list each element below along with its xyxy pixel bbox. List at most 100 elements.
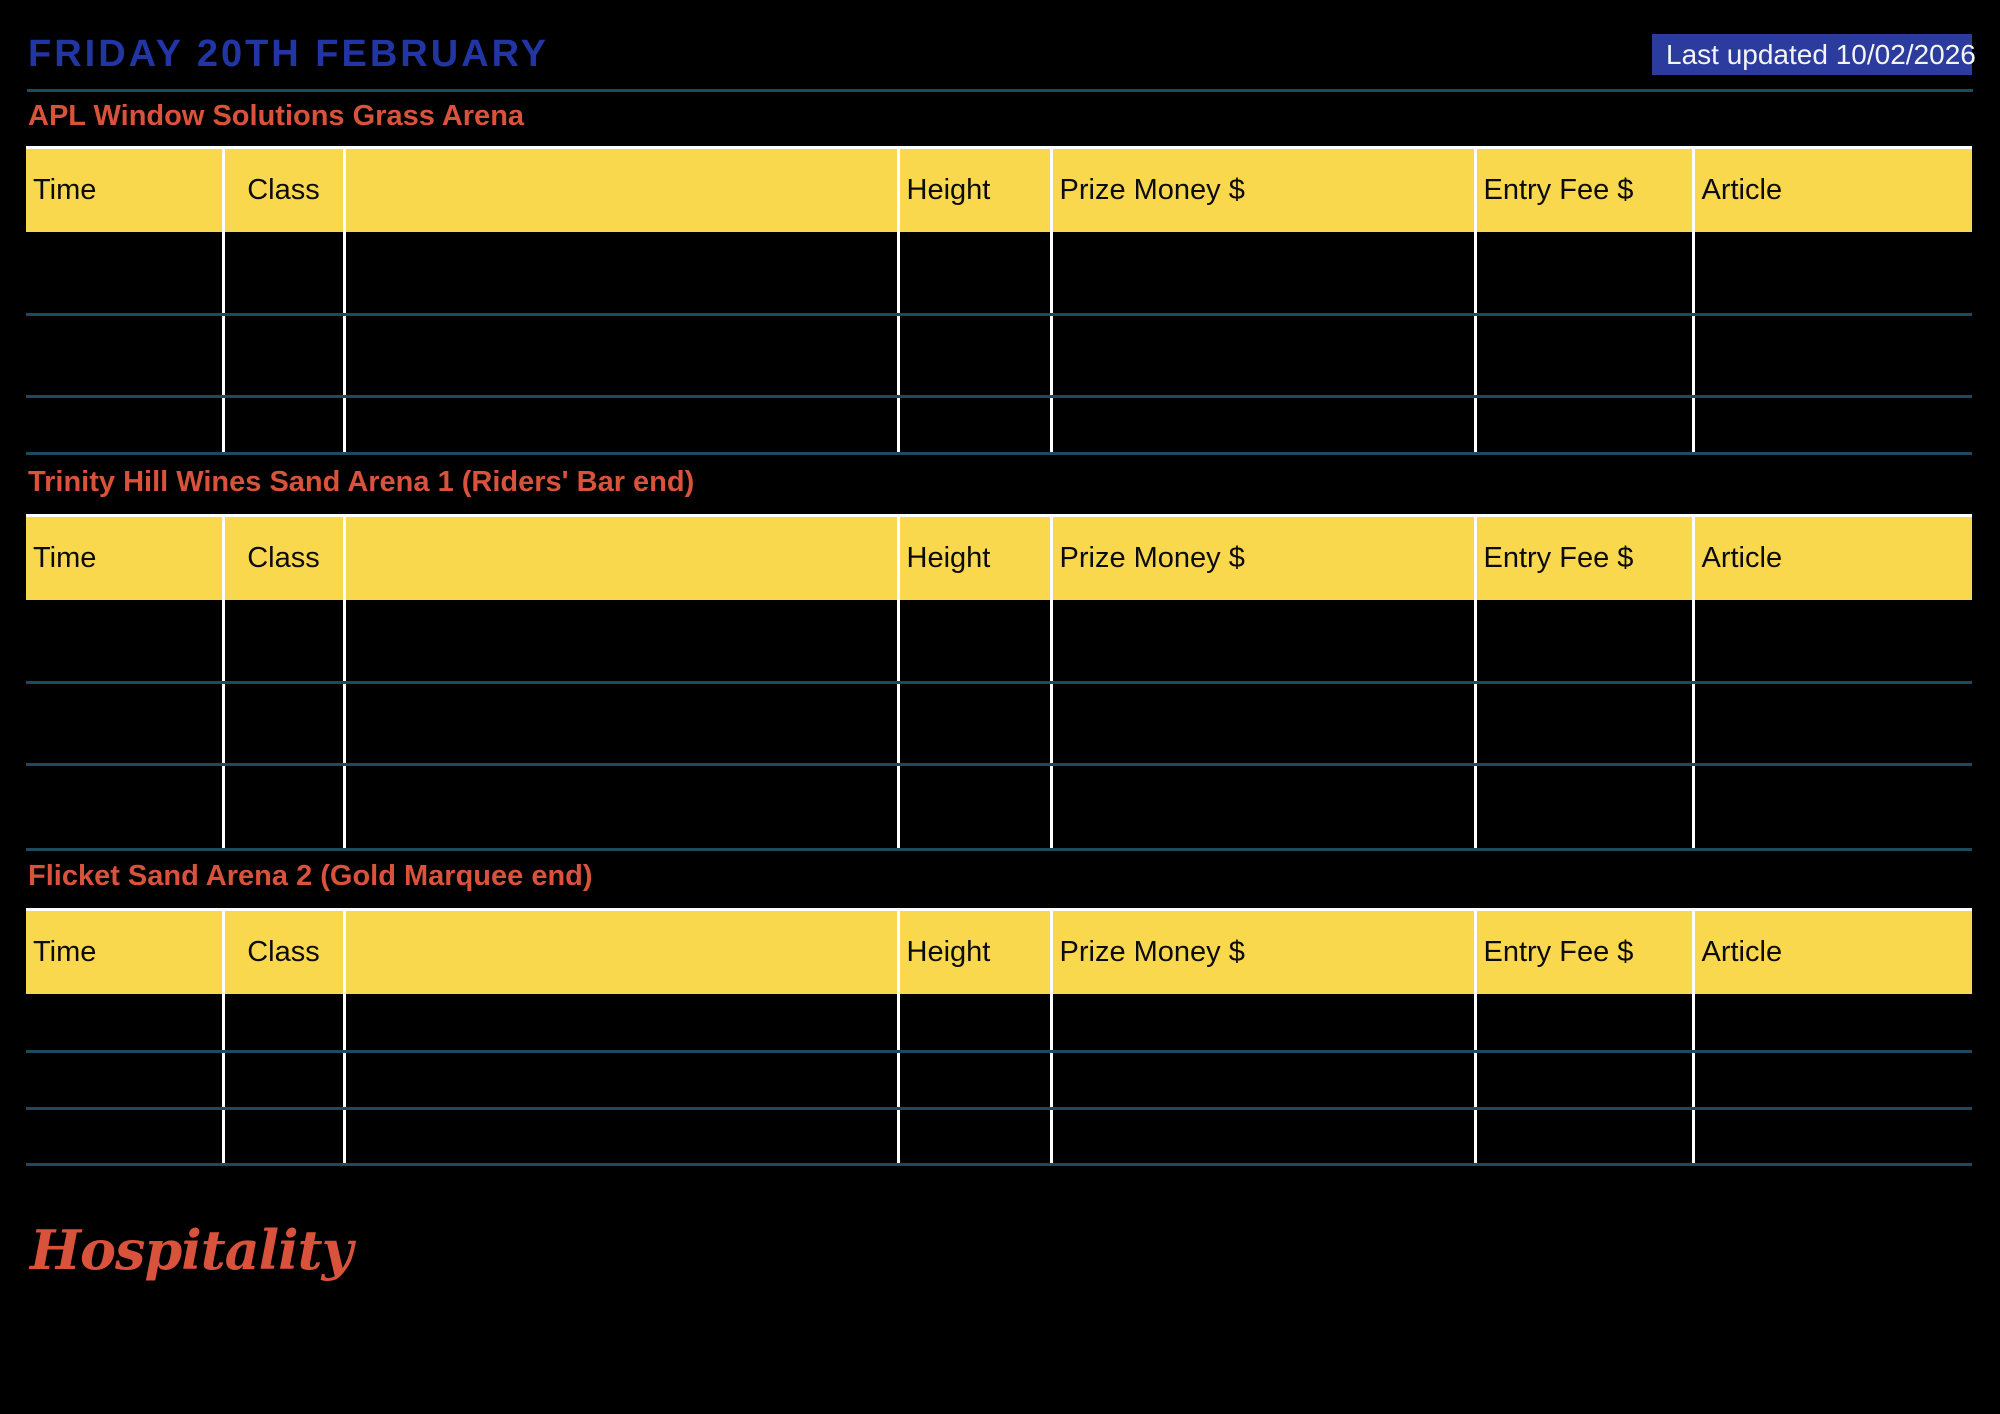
empty-cell <box>1473 993 1693 1053</box>
table-row <box>26 314 1972 398</box>
table-row <box>26 764 1972 851</box>
empty-cell <box>896 314 1051 398</box>
empty-cell <box>1049 314 1475 398</box>
empty-cell <box>1691 993 1972 1053</box>
col-header-article: Article <box>1691 514 1972 600</box>
col-header-prize-money: Prize Money $ <box>1049 514 1475 600</box>
empty-cell <box>221 1108 344 1166</box>
arena-heading-sand-1: Trinity Hill Wines Sand Arena 1 (Riders'… <box>28 466 695 498</box>
empty-cell <box>1473 682 1693 766</box>
empty-cell <box>221 314 344 398</box>
empty-cell <box>221 599 344 684</box>
col-header-class: Class <box>221 146 344 232</box>
col-header-time: Time <box>26 908 223 994</box>
empty-cell <box>342 1108 898 1166</box>
empty-cell <box>26 1108 223 1166</box>
col-header-height: Height <box>896 908 1051 994</box>
empty-cell <box>896 231 1051 316</box>
arena-heading-sand-2: Flicket Sand Arena 2 (Gold Marquee end) <box>28 860 593 892</box>
empty-cell <box>26 599 223 684</box>
empty-cell <box>26 396 223 455</box>
schedule-table-sand-1: Time Class Height Prize Money $ Entry Fe… <box>26 514 1972 851</box>
empty-cell <box>896 993 1051 1053</box>
empty-cell <box>342 764 898 851</box>
empty-cell <box>896 599 1051 684</box>
empty-cell <box>26 764 223 851</box>
empty-cell <box>342 396 898 455</box>
col-header-height: Height <box>896 146 1051 232</box>
empty-cell <box>26 1051 223 1110</box>
empty-cell <box>896 764 1051 851</box>
empty-cell <box>1691 1108 1972 1166</box>
empty-cell <box>1473 231 1693 316</box>
empty-cell <box>221 993 344 1053</box>
empty-cell <box>1473 1108 1693 1166</box>
empty-cell <box>1691 314 1972 398</box>
empty-cell <box>26 314 223 398</box>
table-row <box>26 1108 1972 1166</box>
empty-cell <box>1691 1051 1972 1110</box>
empty-cell <box>221 396 344 455</box>
empty-cell <box>1691 764 1972 851</box>
empty-cell <box>1049 1108 1475 1166</box>
col-header-class: Class <box>221 908 344 994</box>
col-header-entry-fee: Entry Fee $ <box>1473 514 1693 600</box>
empty-cell <box>896 1108 1051 1166</box>
empty-cell <box>896 396 1051 455</box>
empty-cell <box>1049 764 1475 851</box>
empty-cell <box>1473 764 1693 851</box>
empty-cell <box>342 231 898 316</box>
empty-cell <box>1691 599 1972 684</box>
empty-cell <box>26 231 223 316</box>
empty-cell <box>26 682 223 766</box>
empty-cell <box>342 314 898 398</box>
title-divider <box>27 89 1973 92</box>
empty-cell <box>1473 599 1693 684</box>
empty-cell <box>1049 396 1475 455</box>
table-row <box>26 231 1972 316</box>
empty-cell <box>1691 231 1972 316</box>
empty-cell <box>342 993 898 1053</box>
empty-cell <box>1691 396 1972 455</box>
empty-cell <box>342 682 898 766</box>
page-title: FRIDAY 20TH FEBRUARY <box>28 33 550 75</box>
empty-cell <box>221 682 344 766</box>
empty-cell <box>1049 1051 1475 1110</box>
table-row <box>26 682 1972 766</box>
empty-cell <box>1049 231 1475 316</box>
col-header-description <box>342 146 898 232</box>
col-header-entry-fee: Entry Fee $ <box>1473 146 1693 232</box>
table-row <box>26 599 1972 684</box>
table-row <box>26 1051 1972 1110</box>
col-header-height: Height <box>896 514 1051 600</box>
empty-cell <box>896 1051 1051 1110</box>
col-header-prize-money: Prize Money $ <box>1049 908 1475 994</box>
col-header-entry-fee: Entry Fee $ <box>1473 908 1693 994</box>
col-header-class: Class <box>221 514 344 600</box>
header-row: Time Class Height Prize Money $ Entry Fe… <box>26 146 1972 232</box>
empty-cell <box>1691 682 1972 766</box>
empty-cell <box>1473 314 1693 398</box>
empty-cell <box>1049 599 1475 684</box>
empty-cell <box>1473 396 1693 455</box>
empty-cell <box>342 1051 898 1110</box>
col-header-description <box>342 908 898 994</box>
empty-cell <box>221 1051 344 1110</box>
last-updated-badge: Last updated 10/02/2026 <box>1652 34 1976 75</box>
empty-cell <box>1049 682 1475 766</box>
arena-heading-grass: APL Window Solutions Grass Arena <box>28 100 525 132</box>
empty-cell <box>26 993 223 1053</box>
empty-cell <box>896 682 1051 766</box>
col-header-time: Time <box>26 146 223 232</box>
empty-cell <box>1473 1051 1693 1110</box>
col-header-description <box>342 514 898 600</box>
col-header-article: Article <box>1691 146 1972 232</box>
table-row <box>26 396 1972 455</box>
header-row: Time Class Height Prize Money $ Entry Fe… <box>26 908 1972 994</box>
empty-cell <box>1049 993 1475 1053</box>
col-header-prize-money: Prize Money $ <box>1049 146 1475 232</box>
hospitality-script-text: Hospitality <box>30 1218 353 1282</box>
col-header-article: Article <box>1691 908 1972 994</box>
empty-cell <box>221 231 344 316</box>
